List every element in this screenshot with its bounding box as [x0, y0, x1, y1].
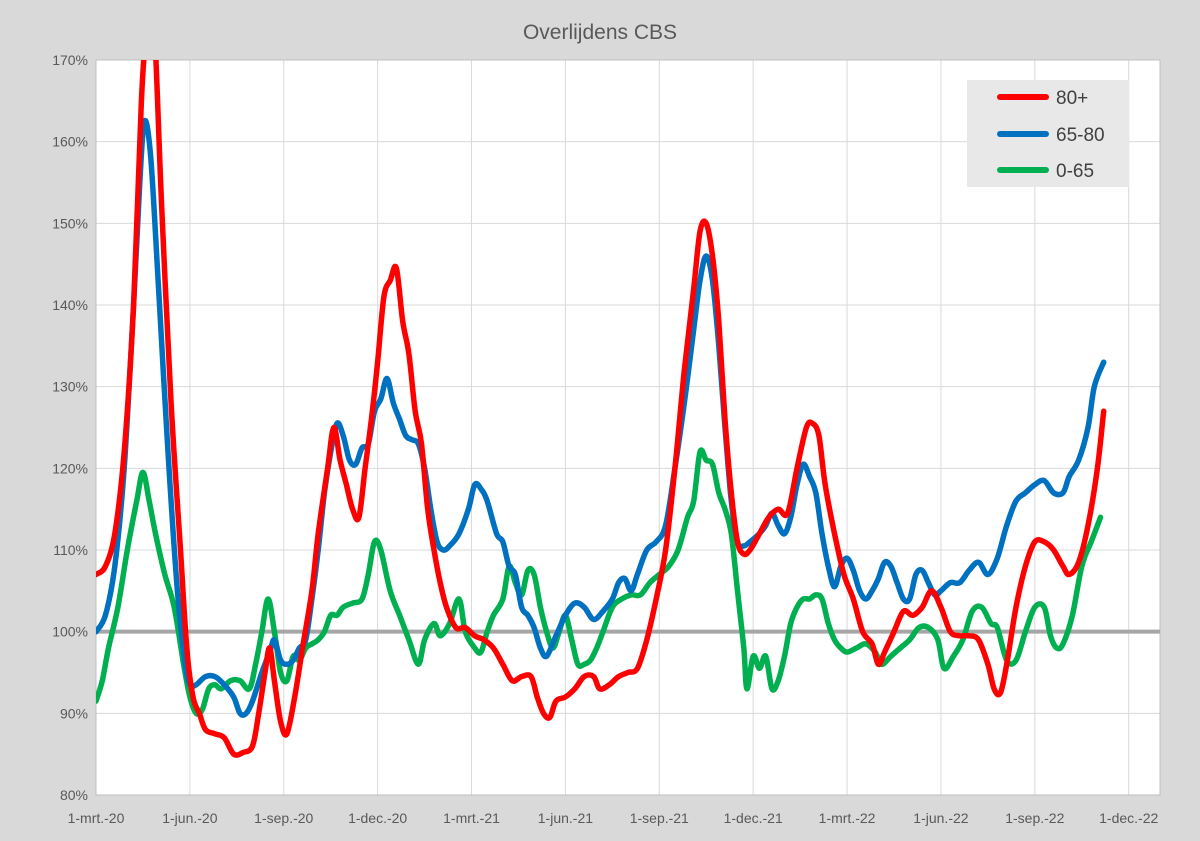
legend-label-0-65: 0-65	[1056, 161, 1094, 182]
x-tick-label: 1-mrt.-22	[819, 810, 876, 826]
plot-border	[95, 59, 1161, 796]
x-tick-label: 1-jun.-20	[162, 810, 217, 826]
x-tick-label: 1-mrt.-21	[443, 810, 500, 826]
x-tick-label: 1-sep.-22	[1005, 810, 1064, 826]
y-tick-label: 170%	[52, 52, 88, 68]
x-tick-label: 1-sep.-21	[630, 810, 689, 826]
x-tick-label: 1-jun.-22	[913, 810, 968, 826]
y-tick-label: 120%	[52, 460, 88, 476]
legend-label-80plus: 80+	[1056, 88, 1088, 109]
legend-label-65-80: 65-80	[1056, 125, 1105, 146]
y-tick-label: 90%	[60, 705, 88, 721]
chart-title: Overlijdens CBS	[523, 21, 677, 44]
x-tick-label: 1-dec.-20	[348, 810, 407, 826]
y-tick-label: 160%	[52, 134, 88, 150]
x-tick-label: 1-jun.-21	[538, 810, 593, 826]
gridlines	[95, 59, 1161, 796]
y-tick-label: 80%	[60, 787, 88, 803]
x-axis-tick-labels: 1-mrt.-20 1-jun.-20 1-sep.-20 1-dec.-20 1-mr…	[68, 810, 1159, 826]
series-line-0-65	[96, 447, 1104, 717]
series-lines	[96, 60, 1107, 758]
y-tick-label: 100%	[52, 624, 88, 640]
x-tick-label: 1-dec.-21	[724, 810, 783, 826]
x-tick-label: 1-dec.-22	[1099, 810, 1158, 826]
series-line-80plus	[96, 60, 1107, 758]
y-tick-label: 130%	[52, 379, 88, 395]
legend: 80+ 65-80 0-65	[967, 80, 1129, 187]
x-tick-label: 1-sep.-20	[254, 810, 313, 826]
x-tick-label: 1-mrt.-20	[68, 810, 125, 826]
y-axis-tick-labels: 80% 90% 100% 110% 120% 130% 140% 150% 160% 170%	[52, 52, 88, 803]
y-tick-label: 110%	[53, 542, 88, 558]
y-tick-label: 150%	[52, 215, 88, 231]
y-tick-label: 140%	[52, 297, 88, 313]
